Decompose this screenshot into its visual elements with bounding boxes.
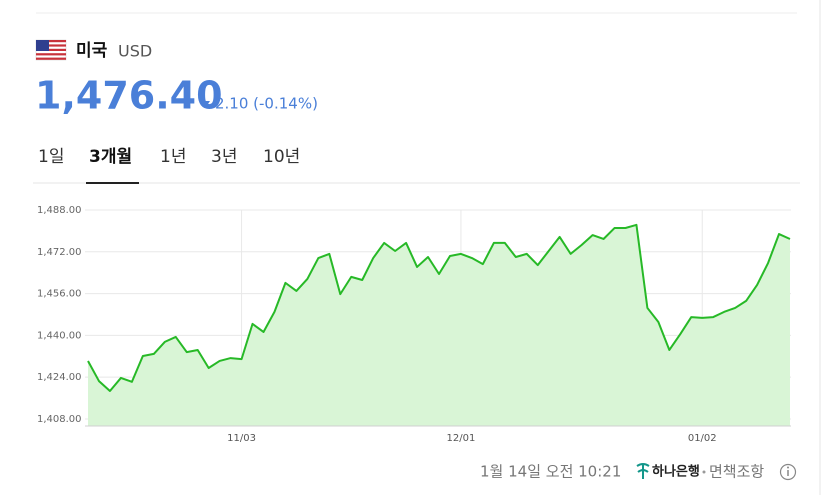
info-icon[interactable] bbox=[779, 463, 797, 481]
y-tick-label: 1,488.00 bbox=[37, 205, 82, 216]
line bbox=[87, 223, 791, 393]
flag bbox=[35, 39, 67, 61]
y-tick-label: 1,424.00 bbox=[37, 372, 82, 383]
x-tick-label: 12/01 bbox=[447, 433, 476, 444]
bank-logo bbox=[636, 463, 650, 479]
x-tick-label: 11/03 bbox=[227, 433, 256, 444]
x-tick-label: 01/02 bbox=[688, 433, 717, 444]
tab[interactable]: 1일 bbox=[38, 147, 64, 167]
separator-dot bbox=[702, 470, 706, 474]
change: 2.10 (-0.14%) bbox=[215, 95, 318, 113]
y-tick-label: 1,440.00 bbox=[37, 330, 82, 341]
currency: USD bbox=[118, 42, 152, 61]
timestamp: 1월 14일 오전 10:21 bbox=[480, 463, 621, 481]
bank-name: 하나은행 bbox=[652, 464, 700, 480]
y-tick-label: 1,472.00 bbox=[37, 247, 82, 258]
tab-active[interactable]: 3개월 bbox=[89, 147, 132, 167]
price: 1,476.40 bbox=[35, 74, 223, 118]
plot: 1,408.00 1,424.00 1,440.00 1,456.00 1,472.00… bbox=[37, 205, 791, 444]
y-tick-label: 1,456.00 bbox=[37, 289, 82, 300]
disclaimer[interactable]: 면책조항 bbox=[709, 463, 764, 481]
country: 미국 bbox=[76, 41, 108, 61]
down-arrow bbox=[202, 101, 210, 107]
area bbox=[88, 224, 790, 426]
y-tick-label: 1,408.00 bbox=[37, 414, 82, 425]
tab[interactable]: 1년 bbox=[160, 147, 186, 167]
tab[interactable]: 10년 bbox=[263, 147, 300, 167]
tab[interactable]: 3년 bbox=[211, 147, 237, 167]
